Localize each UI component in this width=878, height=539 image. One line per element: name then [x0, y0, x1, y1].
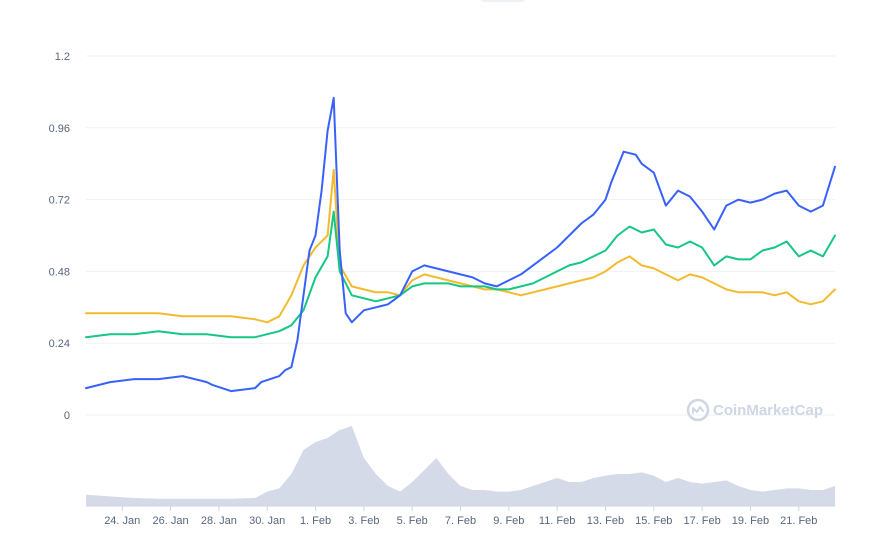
x-axis: 24. Jan 26. Jan 28. Jan 30. Jan 1. Feb 3. Feb… — [86, 505, 835, 527]
x-tick-label: 5. Feb — [397, 515, 428, 527]
y-tick-label: 0.72 — [49, 195, 70, 207]
x-tick-label: 9. Feb — [493, 515, 524, 527]
y-tick-label: 0.96 — [49, 123, 70, 135]
x-tick-label: 1. Feb — [300, 515, 331, 527]
x-tick-label: 21. Feb — [780, 515, 817, 527]
coinmarketcap-logo-icon — [686, 398, 710, 422]
y-axis: 0 0.24 0.48 0.72 0.96 1.2 — [49, 51, 70, 422]
x-tick-label: 7. Feb — [445, 515, 476, 527]
watermark-text: CoinMarketCap — [713, 402, 823, 419]
series-line-orange — [85, 168, 836, 324]
watermark: CoinMarketCap — [686, 398, 823, 422]
x-tick-label: 3. Feb — [348, 515, 379, 527]
y-tick-label: 1.2 — [55, 51, 70, 63]
y-tick-label: 0.24 — [49, 338, 70, 350]
x-tick-label: 19. Feb — [732, 515, 769, 527]
series-line-blue — [85, 96, 836, 393]
series-line-green — [85, 210, 836, 339]
grid — [86, 55, 835, 416]
x-tick-label: 30. Jan — [249, 515, 285, 527]
x-tick-label: 24. Jan — [104, 515, 140, 527]
x-tick-label: 26. Jan — [153, 515, 189, 527]
x-tick-label: 11. Feb — [539, 515, 576, 527]
y-tick-label: 0 — [64, 410, 70, 422]
volume-fill — [86, 426, 835, 506]
tab-indicator[interactable] — [480, 0, 526, 2]
x-tick-label: 28. Jan — [201, 515, 237, 527]
volume-area — [86, 426, 835, 506]
y-tick-label: 0.48 — [49, 266, 70, 278]
x-tick-label: 17. Feb — [683, 515, 720, 527]
x-tick-label: 13. Feb — [587, 515, 624, 527]
series-lines — [85, 96, 836, 393]
x-tick-label: 15. Feb — [635, 515, 672, 527]
